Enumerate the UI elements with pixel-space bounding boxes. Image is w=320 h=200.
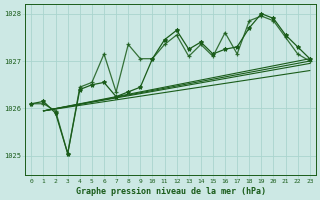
X-axis label: Graphe pression niveau de la mer (hPa): Graphe pression niveau de la mer (hPa) (76, 187, 266, 196)
